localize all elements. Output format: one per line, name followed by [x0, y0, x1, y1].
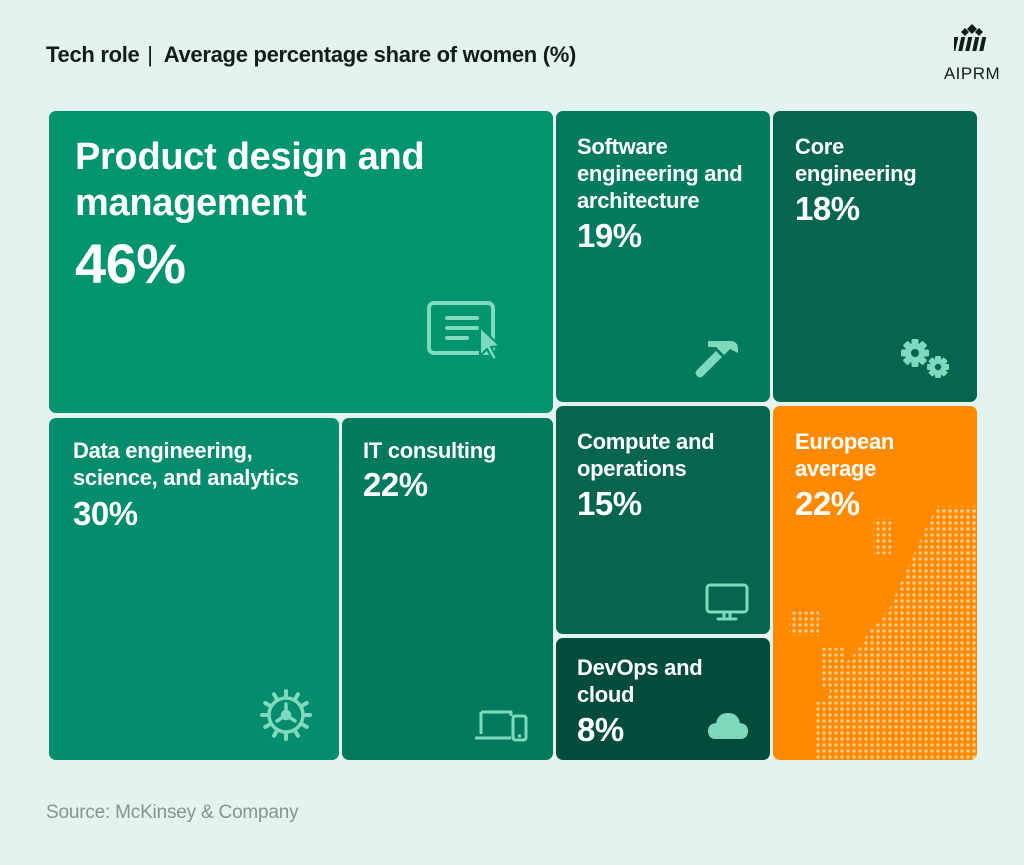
tile-value: 15% [577, 485, 642, 522]
tile-value: 18% [795, 190, 860, 227]
hammer-icon [695, 341, 738, 378]
treemap-tile: Data engineering, science, and analytics… [49, 418, 339, 760]
tile-value: 19% [577, 217, 642, 254]
tile-label: IT consulting [363, 438, 496, 463]
chart-title: Tech role | Average percentage share of … [46, 42, 576, 68]
europe-map-icon [789, 506, 977, 760]
title-separator: | [147, 42, 153, 67]
tile-label: Product design and management [75, 136, 425, 224]
title-metric: Average percentage share of women (%) [163, 42, 577, 67]
treemap-tile: Software engineering and architecture 19… [556, 111, 770, 402]
treemap-tile: Core engineering 18% [773, 111, 977, 402]
aiprm-logo: AIPRM [940, 24, 1004, 84]
presentation-cursor-icon [427, 301, 501, 361]
treemap-tile: European average 22% [773, 406, 977, 760]
cloud-icon [708, 713, 748, 739]
tile-value: 30% [73, 495, 138, 532]
aiprm-logo-icon [954, 24, 987, 51]
tile-label: Compute and operations [577, 429, 715, 481]
tile-label: DevOps and cloud [577, 655, 703, 707]
treemap-tile: Product design and management 46% [49, 111, 553, 413]
tile-label: Software engineering and architecture [577, 134, 743, 213]
tile-value: 8% [577, 711, 624, 748]
monitor-icon [705, 583, 749, 621]
tile-label: Data engineering, science, and analytics [73, 438, 299, 490]
tile-label: European average [795, 429, 895, 481]
source-note: Source: McKinsey & Company [46, 802, 299, 823]
logo-text: AIPRM [943, 64, 1001, 83]
treemap-tile: IT consulting 22% [342, 418, 553, 760]
tile-value: 22% [363, 466, 428, 503]
treemap-tile: Compute and operations 15% [556, 406, 770, 634]
title-tech-role: Tech role [46, 42, 140, 67]
gear-icon [260, 689, 312, 741]
tile-value: 46% [75, 232, 186, 295]
devices-icon [475, 710, 528, 742]
gears-icon [901, 339, 949, 378]
treemap-tile: DevOps and cloud 8% [556, 638, 770, 760]
tile-label: Core engineering [795, 134, 917, 186]
tile-value: 22% [795, 485, 860, 522]
